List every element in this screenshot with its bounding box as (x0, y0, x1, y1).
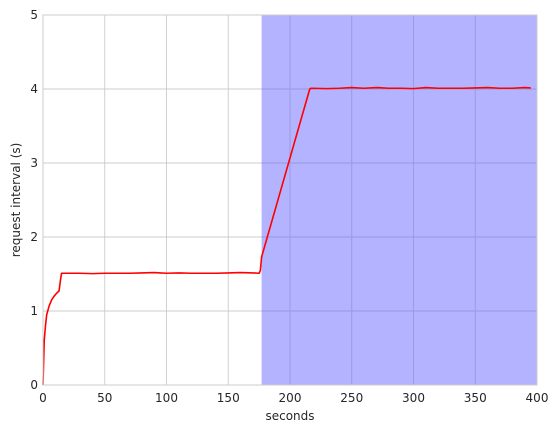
x-tick-label: 100 (155, 391, 178, 405)
x-tick-label: 250 (340, 391, 363, 405)
x-tick-label: 200 (279, 391, 302, 405)
y-tick-label: 4 (30, 82, 38, 96)
series-line (42, 86, 531, 386)
plot-frame (42, 14, 538, 386)
y-tick-label: 0 (30, 378, 38, 392)
x-tick-label: 400 (526, 391, 549, 405)
x-tick-label: 300 (402, 391, 425, 405)
series-layer (42, 86, 531, 386)
x-tick-label: 50 (97, 391, 112, 405)
plot-border (42, 14, 538, 386)
y-tick-label: 5 (30, 8, 38, 22)
y-tick-label: 1 (30, 304, 38, 318)
y-axis-ticks: 0 1 2 3 4 5 (30, 8, 38, 392)
y-axis-label: request interval (s) (9, 143, 23, 258)
y-tick-label: 3 (30, 156, 38, 170)
shaded-region-layer (261, 15, 537, 385)
y-tick-label: 2 (30, 230, 38, 244)
x-tick-label: 0 (39, 391, 47, 405)
x-axis-ticks: 0 50 100 150 200 250 300 350 400 (39, 391, 548, 405)
x-tick-label: 350 (464, 391, 487, 405)
shaded-region (261, 15, 537, 385)
x-tick-label: 150 (217, 391, 240, 405)
x-axis-label: seconds (265, 409, 314, 423)
